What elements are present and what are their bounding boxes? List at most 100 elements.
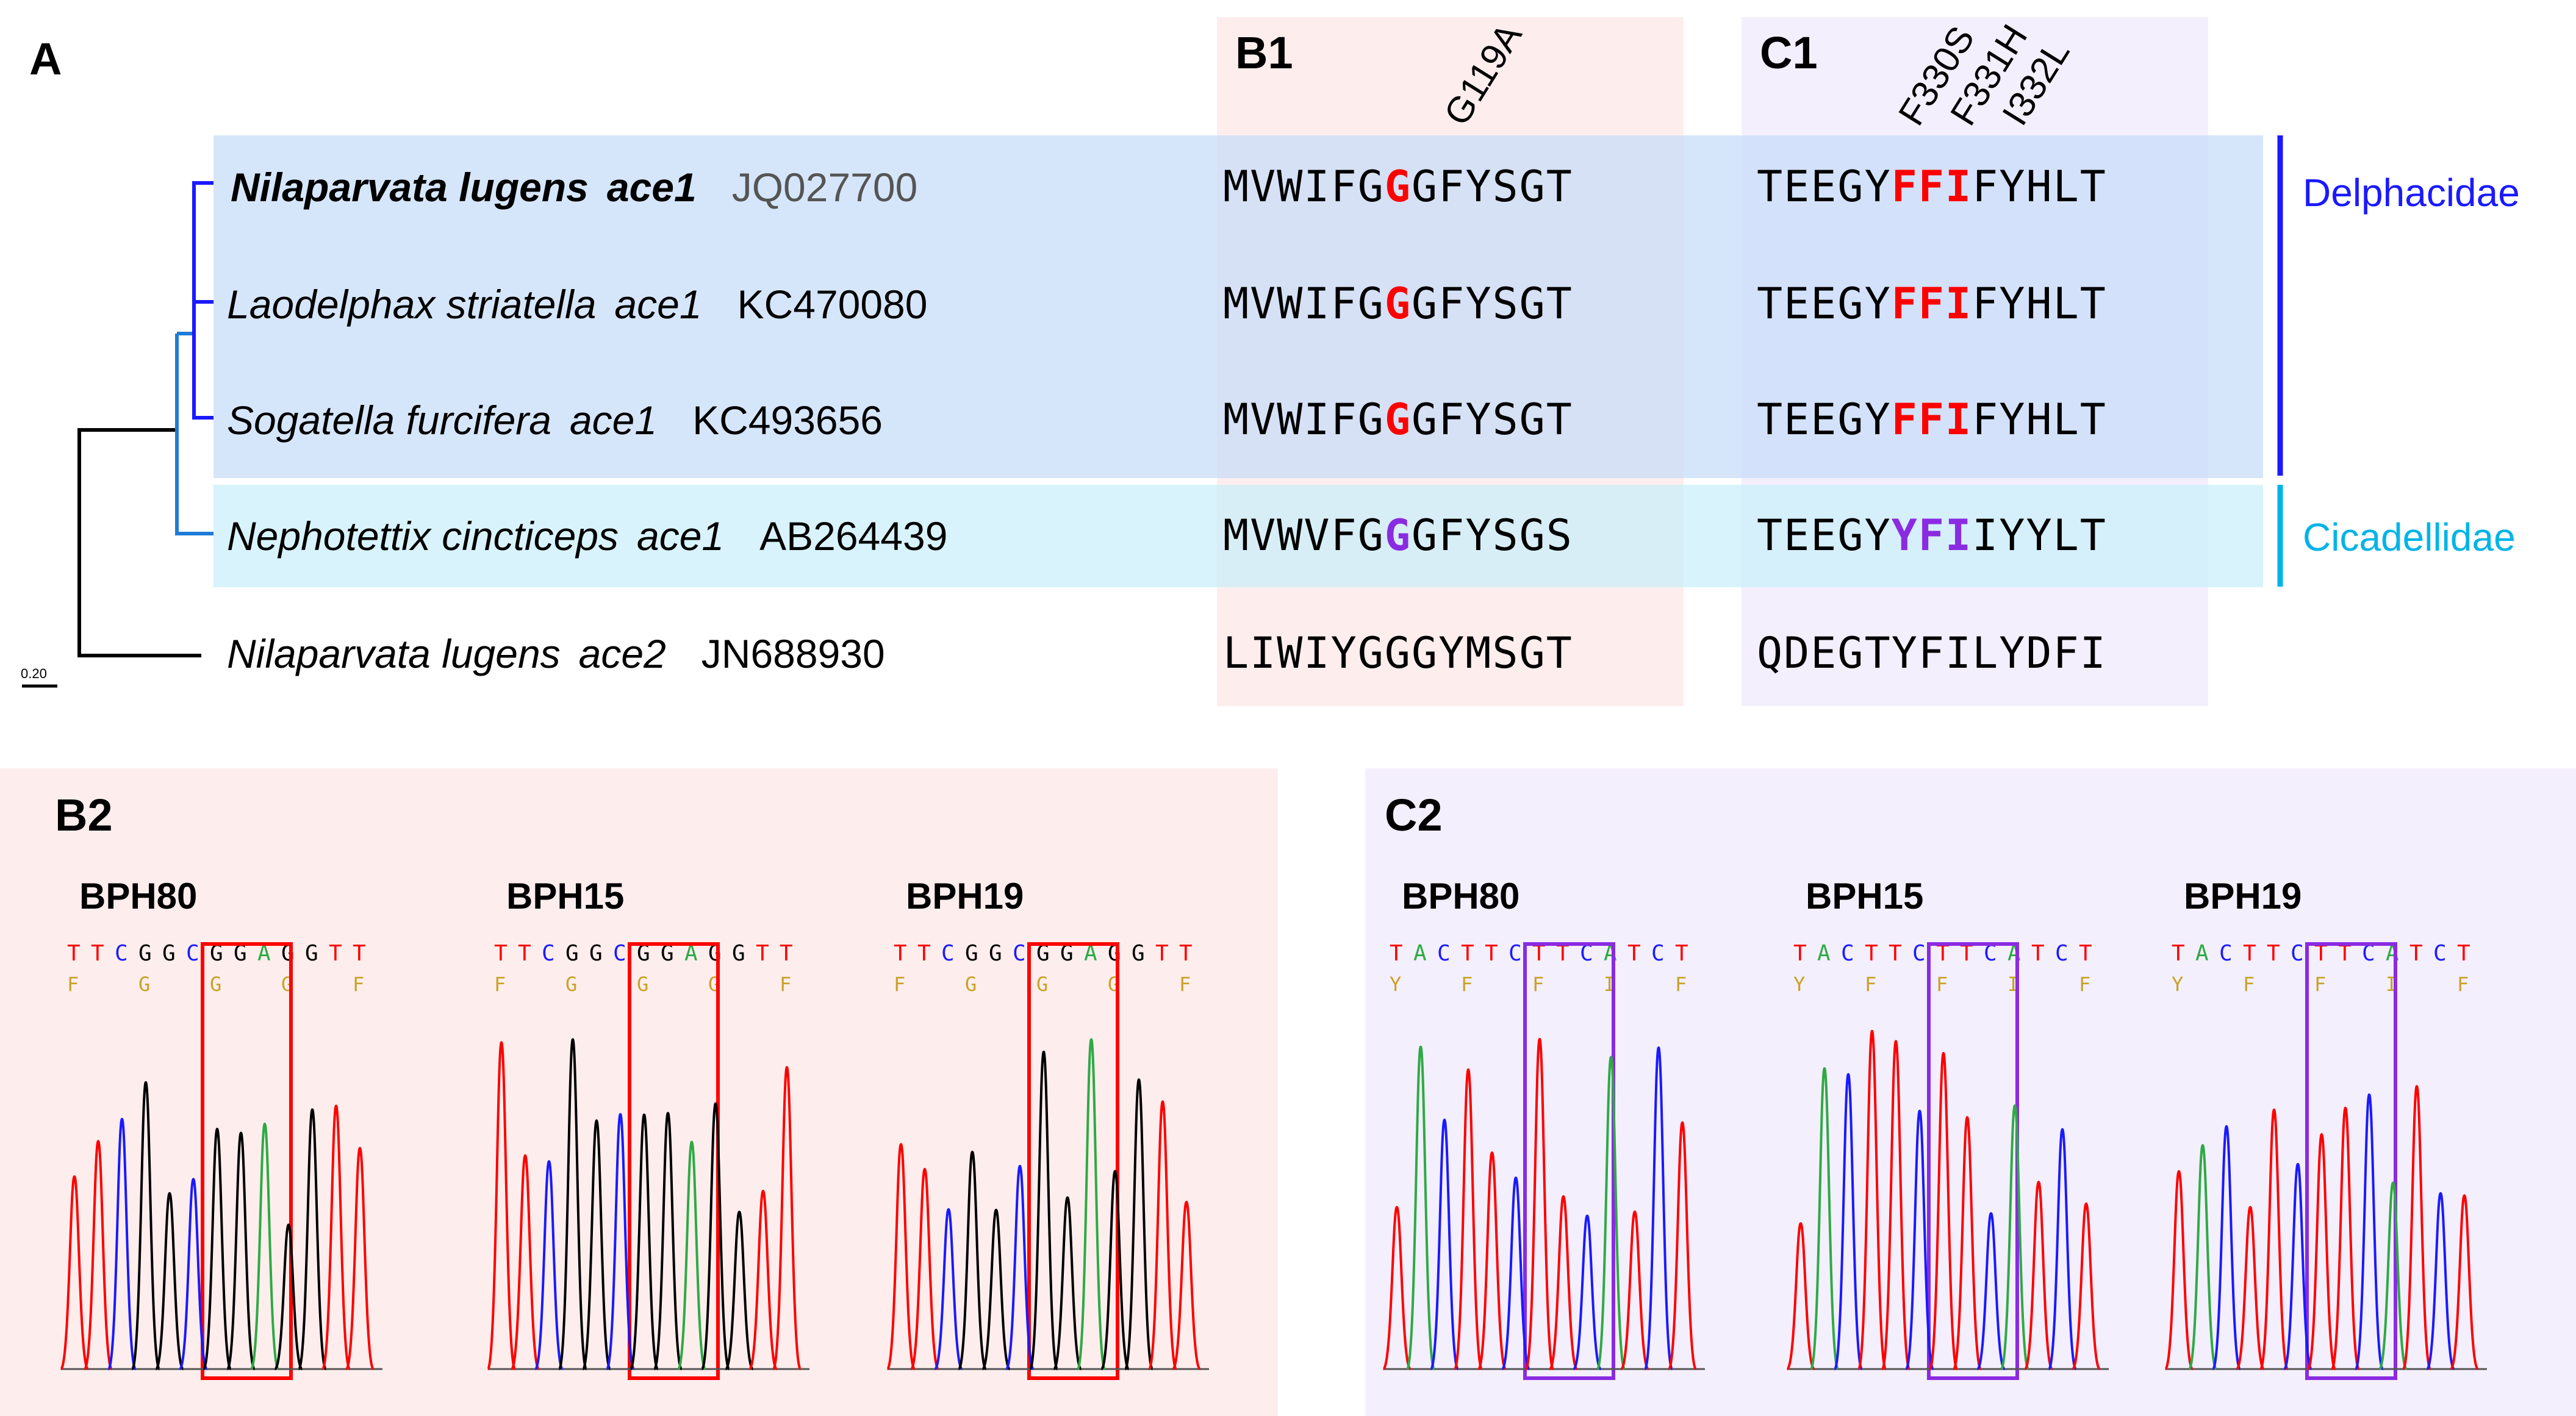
chromatogram-peak	[724, 1210, 755, 1370]
species-name: Laodelphax striatella ace1 KC470080	[227, 282, 927, 327]
tree-delphacidae-branch	[177, 250, 196, 335]
base-call: C	[1651, 941, 1665, 966]
family-brackets: Delphacidae Cicadellidae	[2277, 135, 2520, 587]
chromatogram-peak	[1976, 1212, 2006, 1370]
base-call: A	[1817, 941, 1831, 966]
tree-root-branch	[77, 428, 177, 657]
b1-sequence-segment: GFYSGT	[1412, 279, 1573, 329]
base-call: T	[2172, 941, 2185, 966]
chromatogram-peak	[2330, 1106, 2361, 1370]
chromatogram-peak	[1952, 1116, 1982, 1370]
sample-label: BPH15	[506, 876, 624, 917]
amino-acid: Y	[1390, 973, 1401, 996]
base-call: T	[2409, 941, 2423, 966]
delphacidae-label: Delphacidae	[2303, 171, 2520, 215]
chromatogram-peak	[321, 1104, 351, 1370]
base-call: C	[1509, 941, 1522, 966]
panel-label-b1: B1	[1235, 27, 1293, 78]
b1-sequence: MVWIFGGGFYSGT	[1223, 279, 1573, 329]
c1-sequence-segment: FYHLT	[1972, 395, 2107, 445]
chromatogram-peak	[1405, 1045, 1436, 1370]
base-call: A	[1084, 941, 1097, 966]
species-name: Nilaparvata lugens ace1 JQ027700	[231, 165, 917, 210]
c1-sequence-segment: TEEGY	[1757, 162, 1892, 212]
b1-sequence: MVWIFGGGFYSGT	[1223, 395, 1573, 445]
chromatogram-peak	[605, 1113, 636, 1370]
base-call: T	[780, 941, 793, 966]
b1-sequence-segment: MVWIFG	[1223, 279, 1385, 329]
chromatogram-peak	[1171, 1201, 1202, 1370]
sample-label: BPH80	[79, 876, 197, 917]
c1-mutation-site: FFI	[1892, 395, 1972, 445]
chromatogram-peak	[558, 1038, 588, 1370]
panel-label-c1: C1	[1760, 27, 1818, 78]
chromatogram-peak	[2000, 1104, 2030, 1370]
chromatogram-peak	[2211, 1125, 2242, 1370]
base-call: T	[1485, 941, 1498, 966]
base-call: G	[989, 941, 1002, 966]
base-call: G	[234, 941, 247, 966]
base-call: G	[589, 941, 603, 966]
amino-acid: Y	[2172, 973, 2183, 996]
base-call: T	[2338, 941, 2352, 966]
chromatogram-peak	[886, 1143, 916, 1370]
base-call: C	[1912, 941, 1926, 966]
amino-acid: F	[1675, 973, 1687, 996]
alignment-rows: Nilaparvata lugens ace1 JQ027700 MVWIFGGGFY…	[227, 162, 2107, 678]
alignment-row: Nilaparvata lugens ace1 JQ027700 MVWIFGGGFY…	[231, 162, 2107, 212]
base-call: C	[115, 941, 128, 966]
base-call: T	[1179, 941, 1193, 966]
b1-sequence: MVWVFGGGFYSGS	[1223, 510, 1573, 560]
amino-acid: G	[138, 973, 150, 996]
c1-sequence: TEEGYFFIFYHLT	[1757, 279, 2107, 329]
amino-acid: F	[2243, 973, 2255, 996]
base-call: T	[1155, 941, 1169, 966]
base-call: C	[613, 941, 626, 966]
base-call: C	[2055, 941, 2068, 966]
chromatogram-peak	[772, 1066, 802, 1370]
base-call: C	[1841, 941, 1854, 966]
accession-number: JN688930	[701, 631, 885, 676]
base-call: T	[1936, 941, 1950, 966]
chromatogram-peak	[1382, 1206, 1412, 1370]
base-call: T	[1627, 941, 1641, 966]
amino-acid: F	[894, 973, 905, 996]
amino-acid: F	[494, 973, 506, 996]
chromatogram-peak	[2164, 1170, 2194, 1370]
base-call: C	[2362, 941, 2375, 966]
c1-sequence: TEEGYFFIFYHLT	[1757, 162, 2107, 212]
amino-acid: F	[2457, 973, 2469, 996]
base-call: T	[2079, 941, 2092, 966]
chromatogram-peak	[1501, 1176, 1531, 1370]
panel-label-c2: C2	[1385, 790, 1443, 840]
gene-name: ace1	[637, 513, 724, 559]
base-call: T	[494, 941, 508, 966]
species-name: Nephotettix cincticeps ace1 AB264439	[227, 513, 947, 559]
c1-sequence-segment: FYHLT	[1972, 279, 2107, 329]
base-call: T	[2031, 941, 2045, 966]
chromatogram-peak	[909, 1168, 940, 1370]
amino-acid: F	[1179, 973, 1191, 996]
chromatogram-peak	[154, 1192, 185, 1370]
chromatogram-peak	[981, 1209, 1011, 1370]
gene-name: ace1	[570, 398, 657, 443]
chromatogram-peak	[534, 1160, 564, 1370]
chromatogram-peak	[1524, 1037, 1555, 1370]
c1-sequence-segment: TEEGY	[1757, 510, 1892, 560]
sample-label: BPH19	[2184, 876, 2302, 917]
accession-number: KC493656	[692, 398, 883, 443]
chromatogram-peak	[273, 1223, 304, 1370]
chromatogram-peak	[2071, 1202, 2101, 1370]
amino-acid: G	[565, 973, 577, 996]
panel-b2-background	[0, 768, 1278, 1416]
base-call: G	[210, 941, 223, 966]
tree-hemiptera-branch	[175, 334, 194, 535]
b1-sequence-segment: MVWIFG	[1223, 395, 1385, 445]
chromatogram-peak	[2402, 1085, 2432, 1370]
species-binomial: Laodelphax striatella	[227, 282, 596, 327]
panel-c2-background	[1365, 768, 2576, 1416]
